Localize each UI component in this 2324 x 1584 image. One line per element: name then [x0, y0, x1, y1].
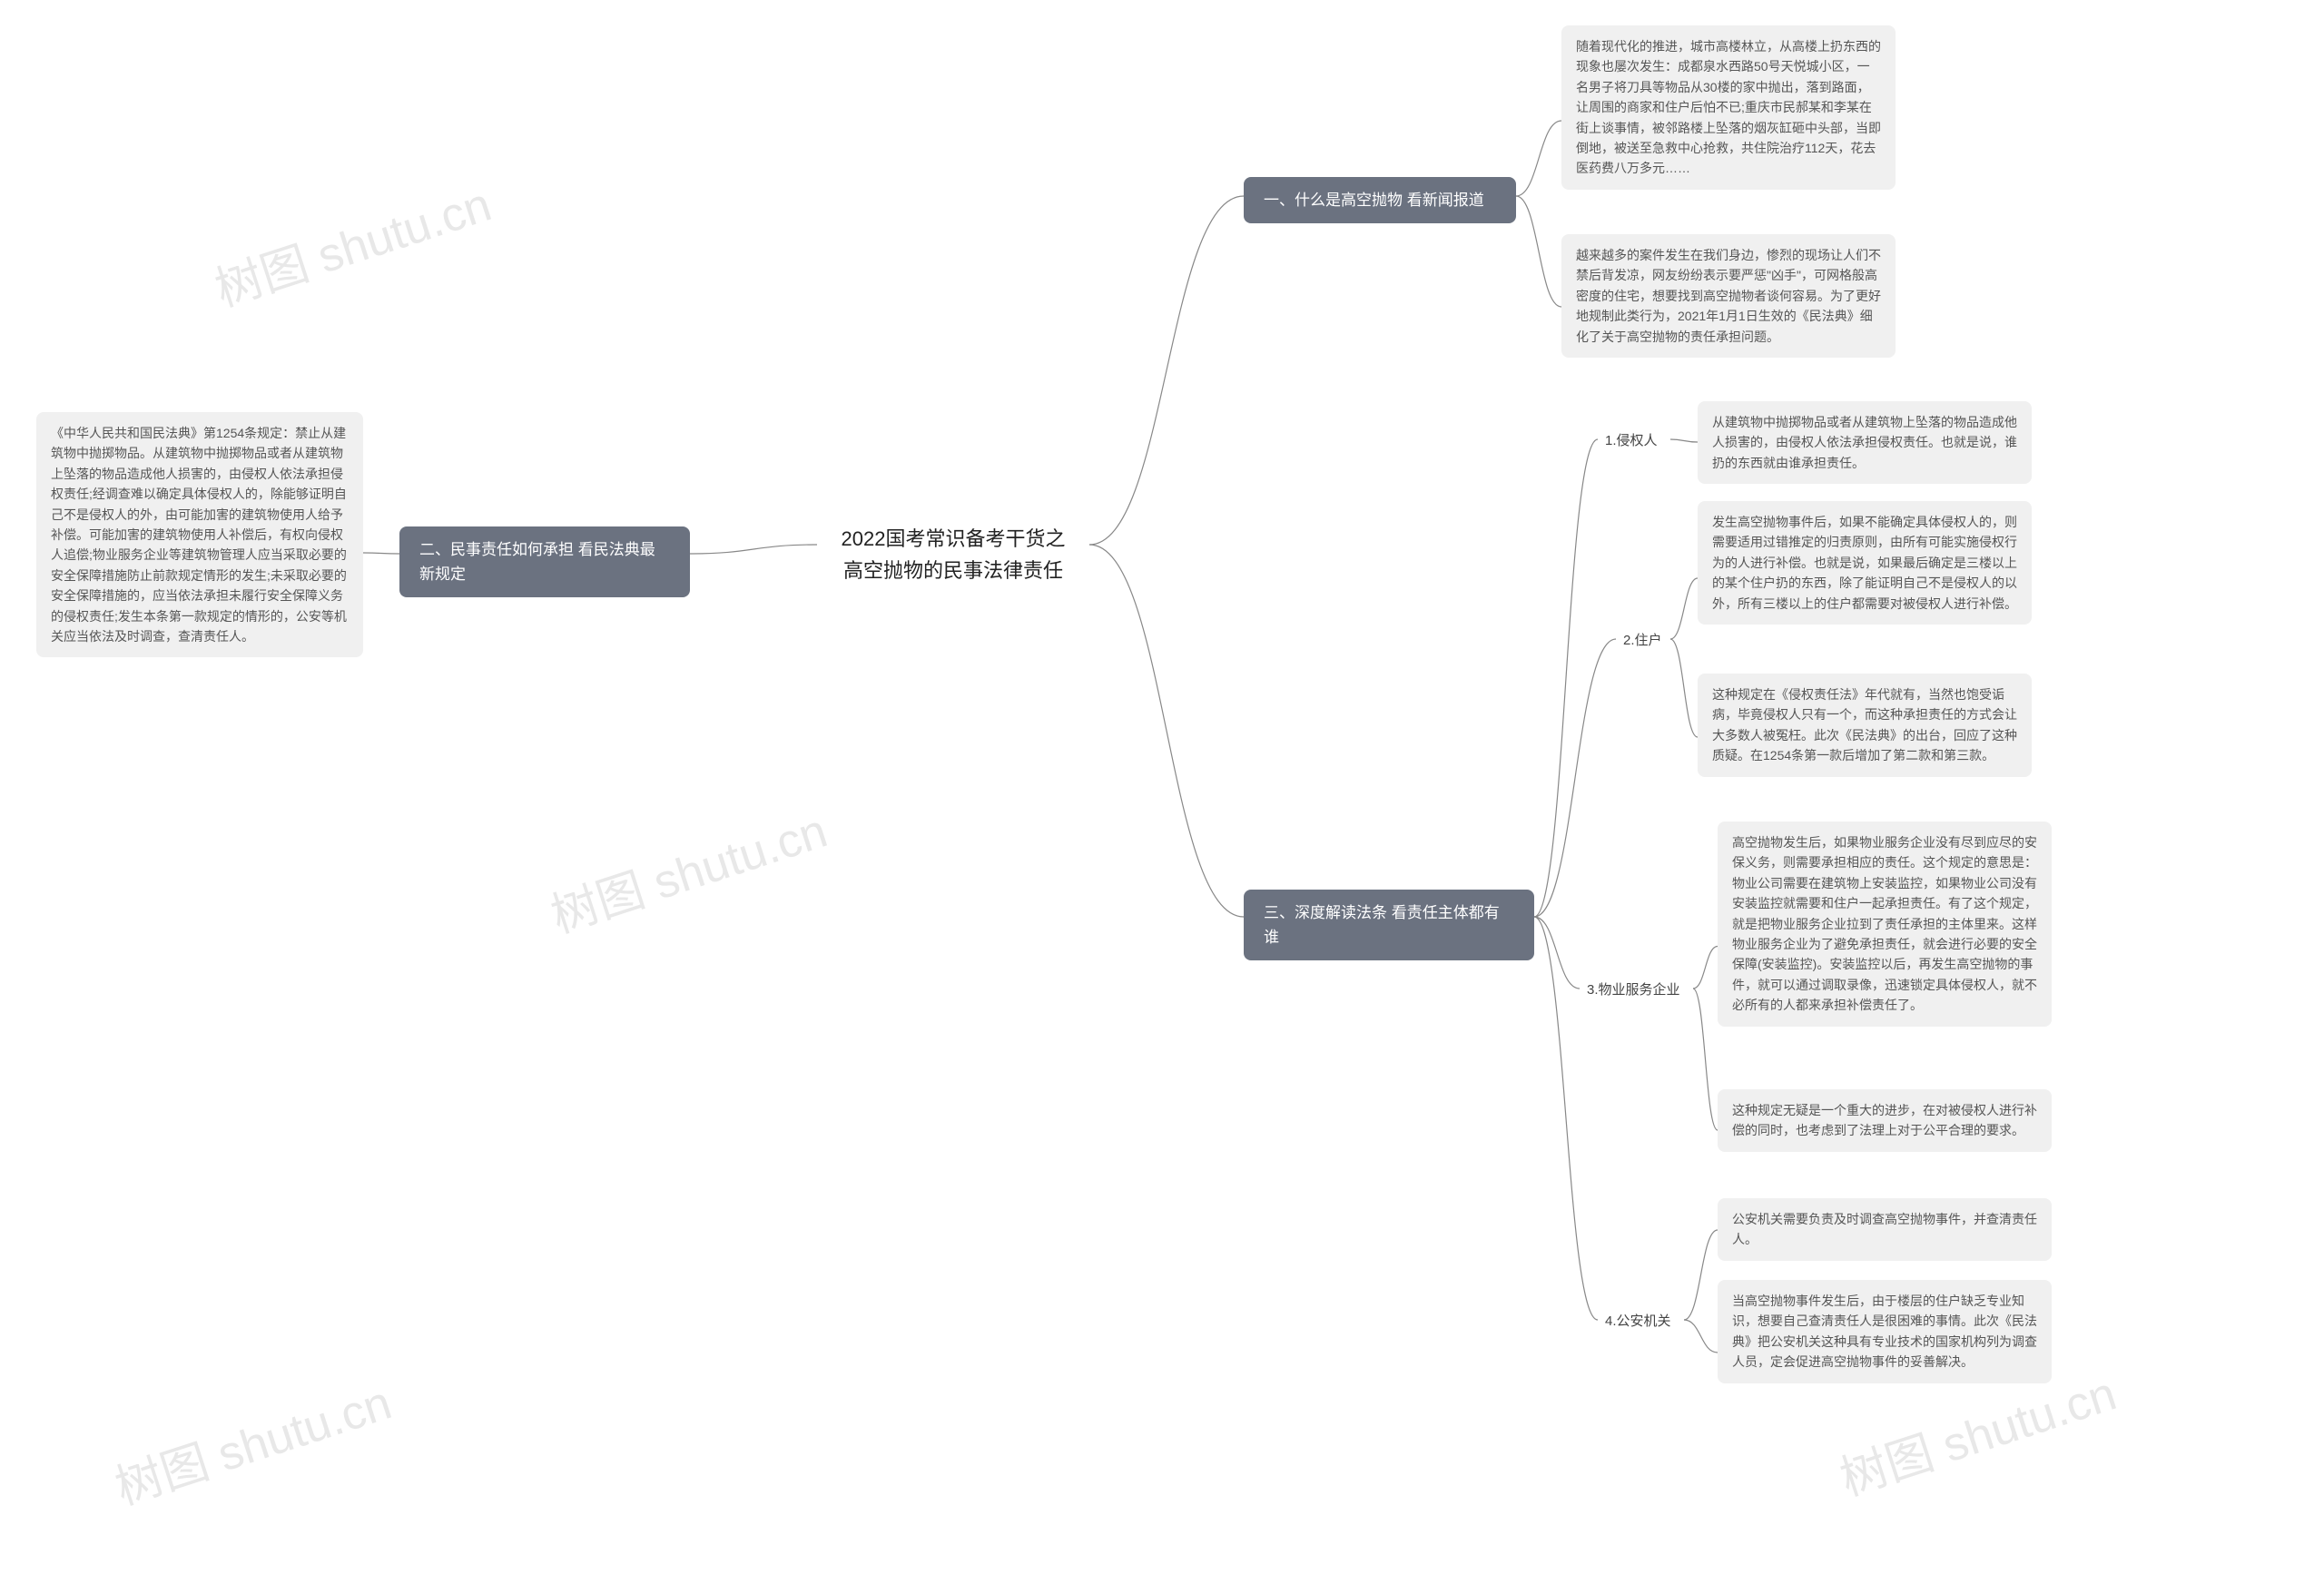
section-2[interactable]: 二、民事责任如何承担 看民法典最新规定 [399, 526, 690, 597]
section-1[interactable]: 一、什么是高空抛物 看新闻报道 [1244, 177, 1516, 223]
section-3-sub-2-detail-1[interactable]: 发生高空抛物事件后，如果不能确定具体侵权人的，则需要适用过错推定的归责原则，由所… [1698, 501, 2032, 625]
section-3[interactable]: 三、深度解读法条 看责任主体都有谁 [1244, 890, 1534, 960]
section-3-sub-4-detail-2[interactable]: 当高空抛物事件发生后，由于楼层的住户缺乏专业知识，想要自己查清责任人是很困难的事… [1718, 1280, 2052, 1383]
section-3-sub-3-detail-1[interactable]: 高空抛物发生后，如果物业服务企业没有尽到应尽的安保义务，则需要承担相应的责任。这… [1718, 822, 2052, 1027]
section-1-detail-1[interactable]: 随着现代化的推进，城市高楼林立，从高楼上扔东西的现象也屡次发生：成都泉水西路50… [1561, 25, 1896, 190]
root-node[interactable]: 2022国考常识备考干货之高空抛物的民事法律责任 [817, 508, 1089, 601]
section-3-sub-4-detail-1[interactable]: 公安机关需要负责及时调查高空抛物事件，并查清责任人。 [1718, 1198, 2052, 1261]
mindmap-canvas: 树图 shutu.cn 树图 shutu.cn 树图 shutu.cn 树图 s… [0, 0, 2324, 1584]
section-3-sub-3[interactable]: 3.物业服务企业 [1580, 976, 1688, 1005]
section-2-detail[interactable]: 《中华人民共和国民法典》第1254条规定：禁止从建筑物中抛掷物品。从建筑物中抛掷… [36, 412, 363, 657]
section-3-sub-1[interactable]: 1.侵权人 [1598, 427, 1665, 456]
section-3-sub-2-detail-2[interactable]: 这种规定在《侵权责任法》年代就有，当然也饱受诟病，毕竟侵权人只有一个，而这种承担… [1698, 674, 2032, 777]
section-3-sub-3-detail-2[interactable]: 这种规定无疑是一个重大的进步，在对被侵权人进行补偿的同时，也考虑到了法理上对于公… [1718, 1089, 2052, 1152]
section-1-detail-2[interactable]: 越来越多的案件发生在我们身边，惨烈的现场让人们不禁后背发凉，网友纷纷表示要严惩"… [1561, 234, 1896, 358]
section-3-sub-1-detail[interactable]: 从建筑物中抛掷物品或者从建筑物上坠落的物品造成他人损害的，由侵权人依法承担侵权责… [1698, 401, 2032, 484]
section-3-sub-4[interactable]: 4.公安机关 [1598, 1307, 1679, 1336]
section-3-sub-2[interactable]: 2.住户 [1616, 626, 1669, 655]
